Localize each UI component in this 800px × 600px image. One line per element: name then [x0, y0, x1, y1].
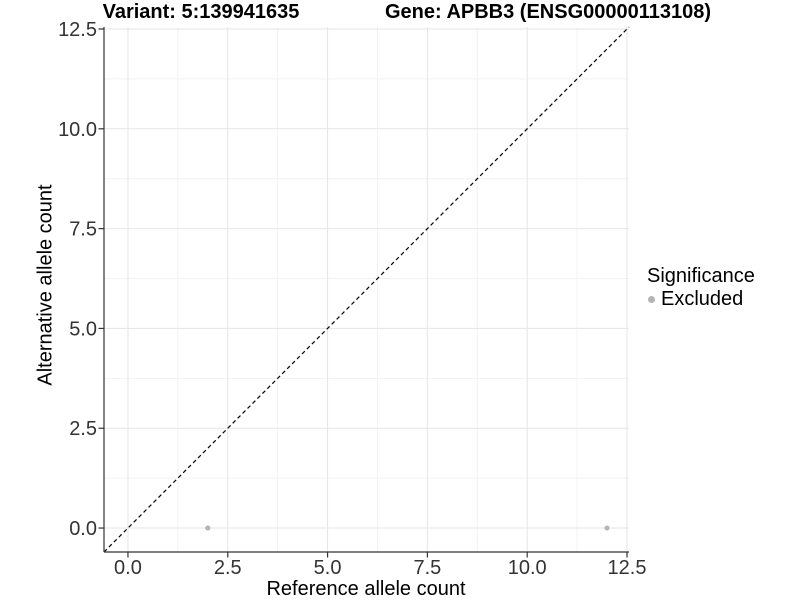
- plot-title-variant: Variant: 5:139941635: [102, 1, 300, 23]
- data-point: [205, 525, 211, 531]
- legend: Significance Excluded: [645, 265, 755, 311]
- x-tick-label: 5.0: [314, 557, 342, 579]
- y-tick-label: 10.0: [58, 119, 97, 141]
- x-tick-label: 0.0: [114, 557, 142, 579]
- y-axis-title: Alternative allele count: [34, 184, 57, 386]
- legend-title: Significance: [647, 265, 755, 287]
- x-tick-label: 7.5: [413, 557, 441, 579]
- x-axis-title: Reference allele count: [266, 578, 466, 600]
- y-tick-label: 2.5: [69, 418, 97, 440]
- plot-title-gene: Gene: APBB3 (ENSG00000113108): [384, 1, 712, 23]
- x-tick-label: 2.5: [214, 557, 242, 579]
- y-tick-label: 12.5: [58, 19, 97, 41]
- legend-entry-label: Excluded: [661, 288, 744, 310]
- data-point: [604, 525, 610, 531]
- x-tick-label: 12.5: [608, 557, 647, 579]
- y-tick-label: 7.5: [69, 219, 97, 241]
- y-tick-label: 0.0: [69, 518, 97, 540]
- legend-entry-excluded: Excluded: [645, 288, 755, 311]
- x-tick-label: 10.0: [508, 557, 547, 579]
- identity-line: [103, 26, 630, 553]
- y-tick-label: 5.0: [69, 318, 97, 340]
- legend-point-icon: [648, 296, 655, 303]
